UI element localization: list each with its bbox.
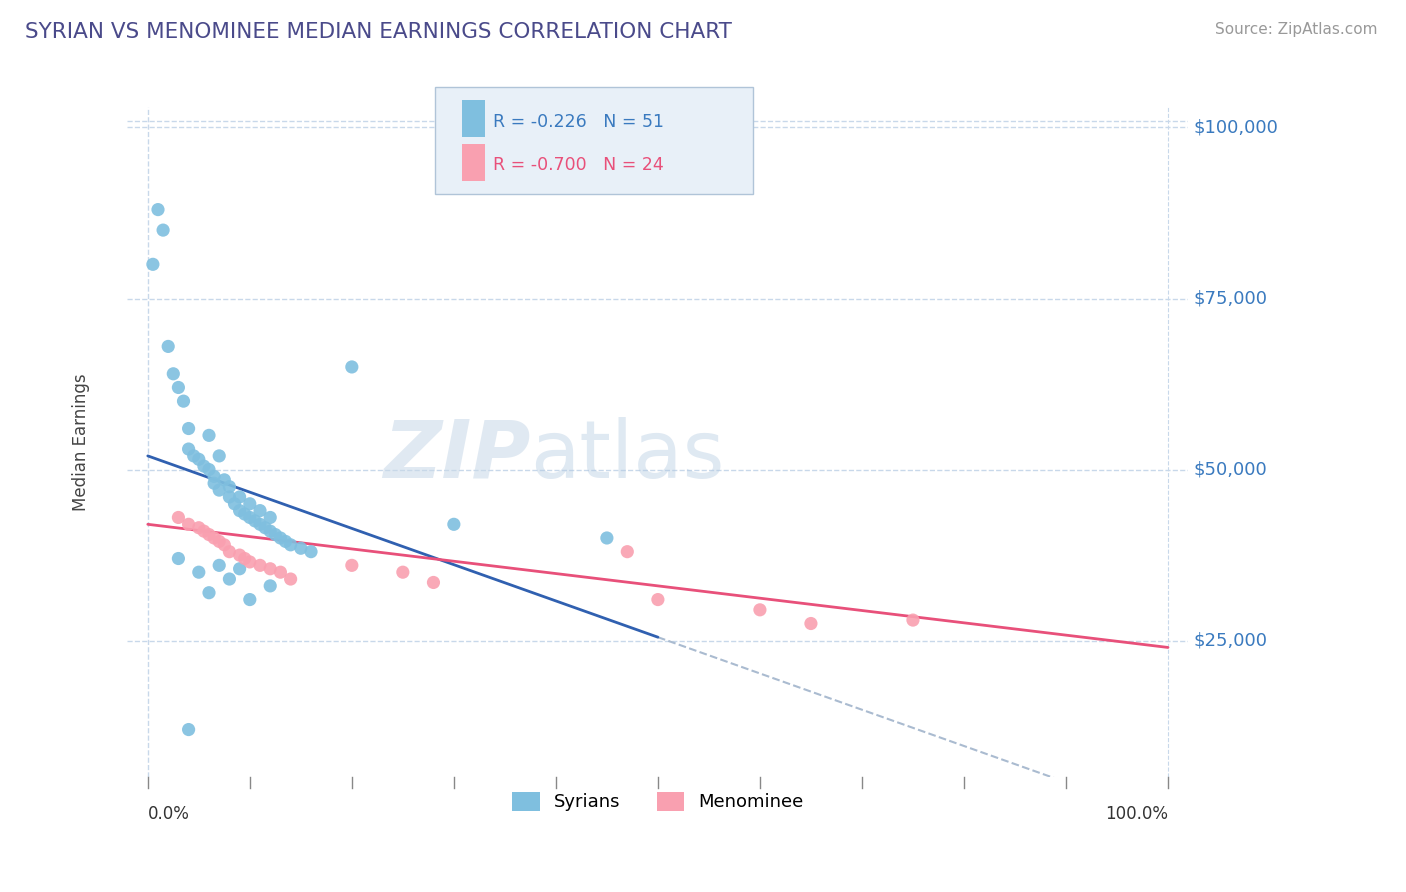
Text: R = -0.700   N = 24: R = -0.700 N = 24 [494,156,664,174]
Point [177,421,200,435]
Text: R = -0.226   N = 51: R = -0.226 N = 51 [494,112,665,131]
Point [142,257,165,271]
Point [224,497,246,511]
FancyBboxPatch shape [461,100,485,137]
Point [218,480,240,494]
Point [228,548,250,562]
Point [249,517,271,532]
Point [202,531,225,545]
Point [269,565,291,579]
Point [616,544,638,558]
Point [202,469,225,483]
Point [177,723,200,737]
Point [208,534,231,549]
Point [177,442,200,456]
Point [198,462,221,476]
Point [198,585,221,599]
Point [264,527,287,541]
Text: $25,000: $25,000 [1194,632,1267,649]
Text: $75,000: $75,000 [1194,290,1267,308]
Point [800,616,823,631]
Point [208,558,231,573]
Point [239,497,262,511]
FancyBboxPatch shape [461,144,485,181]
Point [647,592,669,607]
FancyBboxPatch shape [434,87,754,194]
Text: Source: ZipAtlas.com: Source: ZipAtlas.com [1215,22,1378,37]
Legend: Syrians, Menominee: Syrians, Menominee [505,785,811,819]
Point [340,558,363,573]
Point [748,603,770,617]
Point [183,449,205,463]
Text: $100,000: $100,000 [1194,119,1278,136]
Text: 0.0%: 0.0% [148,805,190,822]
Point [202,476,225,491]
Point [340,359,363,374]
Point [218,490,240,504]
Point [193,524,215,538]
Point [214,538,236,552]
Text: ZIP: ZIP [384,417,530,495]
Point [259,579,281,593]
Point [173,394,195,409]
Point [239,510,262,524]
Point [167,380,190,394]
Text: 100.0%: 100.0% [1105,805,1168,822]
Point [274,534,297,549]
Point [254,521,277,535]
Point [167,551,190,566]
Point [146,202,169,217]
Text: $50,000: $50,000 [1194,460,1267,479]
Point [259,524,281,538]
Point [249,503,271,517]
Point [208,483,231,497]
Point [218,572,240,586]
Point [239,592,262,607]
Point [187,565,209,579]
Point [249,558,271,573]
Point [259,562,281,576]
Point [443,517,465,532]
Point [422,575,444,590]
Point [259,510,281,524]
Point [269,531,291,545]
Point [228,562,250,576]
Point [280,538,302,552]
Point [152,223,174,237]
Point [187,452,209,467]
Point [299,544,322,558]
Point [901,613,924,627]
Point [198,527,221,541]
Point [228,490,250,504]
Point [239,555,262,569]
Point [218,544,240,558]
Point [290,541,312,556]
Point [280,572,302,586]
Point [214,473,236,487]
Point [193,459,215,474]
Point [177,517,200,532]
Point [167,510,190,524]
Text: Median Earnings: Median Earnings [73,374,90,511]
Text: atlas: atlas [530,417,725,495]
Point [243,514,266,528]
Point [208,449,231,463]
Point [162,367,184,381]
Point [198,428,221,442]
Point [596,531,619,545]
Point [228,503,250,517]
Text: SYRIAN VS MENOMINEE MEDIAN EARNINGS CORRELATION CHART: SYRIAN VS MENOMINEE MEDIAN EARNINGS CORR… [25,22,733,42]
Point [233,507,256,521]
Point [157,339,180,353]
Point [187,521,209,535]
Point [392,565,415,579]
Point [233,551,256,566]
